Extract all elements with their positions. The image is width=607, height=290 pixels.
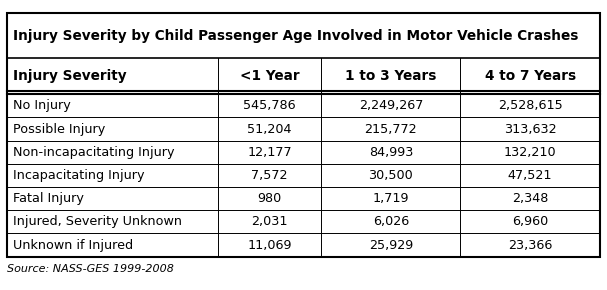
Text: 2,249,267: 2,249,267 [359,99,423,112]
Text: 132,210: 132,210 [504,146,557,159]
Text: Unknown if Injured: Unknown if Injured [13,239,134,251]
Text: 30,500: 30,500 [368,169,413,182]
Text: 2,528,615: 2,528,615 [498,99,563,112]
Text: 313,632: 313,632 [504,123,557,135]
Text: 6,960: 6,960 [512,215,548,228]
Text: 545,786: 545,786 [243,99,296,112]
Text: Injury Severity by Child Passenger Age Involved in Motor Vehicle Crashes: Injury Severity by Child Passenger Age I… [13,28,578,43]
Text: 11,069: 11,069 [247,239,292,251]
Text: 980: 980 [257,192,282,205]
Bar [7,13,600,257]
Text: 51,204: 51,204 [247,123,292,135]
Text: 2,031: 2,031 [251,215,288,228]
Text: 7,572: 7,572 [251,169,288,182]
Text: 84,993: 84,993 [368,146,413,159]
Text: Injury Severity: Injury Severity [13,69,127,83]
Text: 6,026: 6,026 [373,215,409,228]
Text: No Injury: No Injury [13,99,71,112]
Text: Non-incapacitating Injury: Non-incapacitating Injury [13,146,175,159]
Text: 1,719: 1,719 [373,192,409,205]
Text: 23,366: 23,366 [508,239,552,251]
Text: 1 to 3 Years: 1 to 3 Years [345,69,436,83]
Text: Possible Injury: Possible Injury [13,123,106,135]
Text: Injured, Severity Unknown: Injured, Severity Unknown [13,215,182,228]
Text: Source: NASS-GES 1999-2008: Source: NASS-GES 1999-2008 [7,264,174,274]
Text: 215,772: 215,772 [365,123,417,135]
Text: <1 Year: <1 Year [240,69,299,83]
Text: 2,348: 2,348 [512,192,548,205]
Text: 47,521: 47,521 [508,169,552,182]
Text: 4 to 7 Years: 4 to 7 Years [484,69,575,83]
Text: 25,929: 25,929 [369,239,413,251]
Text: 12,177: 12,177 [247,146,292,159]
Text: Fatal Injury: Fatal Injury [13,192,84,205]
Text: Incapacitating Injury: Incapacitating Injury [13,169,144,182]
